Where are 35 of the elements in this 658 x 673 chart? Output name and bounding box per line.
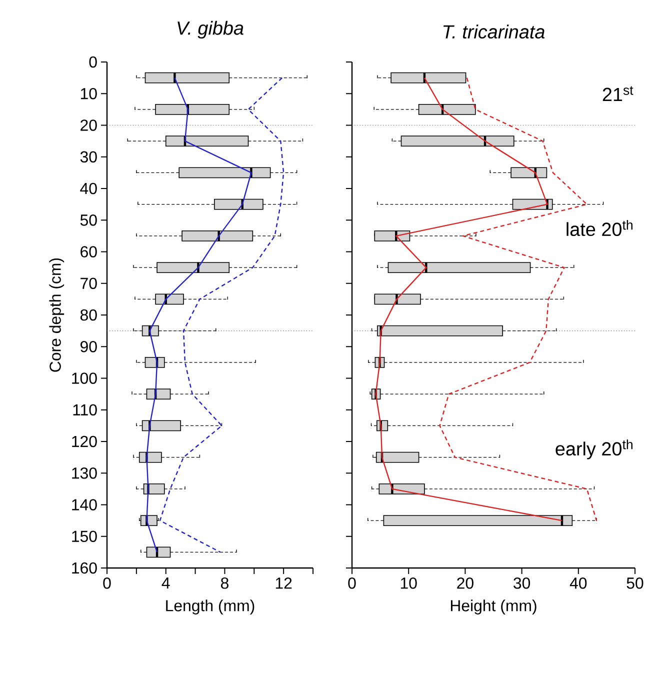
y-tick-label: 110 bbox=[73, 404, 97, 416]
x-tick-label: 50 bbox=[626, 578, 644, 589]
x-tick-label: 20 bbox=[457, 578, 474, 589]
y-tick-label: 120 bbox=[72, 436, 97, 448]
x-tick-label: 30 bbox=[514, 578, 530, 589]
x-tick-label: 0 bbox=[103, 578, 111, 589]
x-tick-label: 10 bbox=[400, 578, 417, 589]
y-tick-label: 150 bbox=[72, 530, 97, 542]
y-tick-label: 160 bbox=[72, 562, 97, 574]
y-tick-label: 50 bbox=[80, 214, 97, 226]
y-tick-label: 40 bbox=[80, 182, 97, 194]
y-axis-title: Core depth (cm) bbox=[49, 258, 64, 372]
y-tick-label: 140 bbox=[72, 499, 97, 510]
chart-title: V. gibba bbox=[178, 20, 244, 39]
x-axis-title: Height (mm) bbox=[450, 600, 536, 614]
y-tick-label: 130 bbox=[72, 467, 97, 479]
annotation: early 20$^{th}$ bbox=[556, 440, 632, 460]
x-tick-label: 40 bbox=[570, 578, 587, 589]
y-tick-label: 10 bbox=[80, 88, 97, 100]
y-tick-label: 100 bbox=[72, 372, 97, 384]
y-tick-label: 70 bbox=[80, 278, 97, 290]
annotation: late 20$^{th}$ bbox=[566, 220, 632, 236]
chart-title: T. tricarinata bbox=[443, 24, 545, 39]
annotation: 21$^{st}$ bbox=[602, 86, 634, 102]
x-tick-label: 0 bbox=[348, 578, 356, 589]
x-tick-label: 12 bbox=[276, 578, 292, 589]
y-tick-label: 80 bbox=[80, 309, 97, 321]
y-tick-label: 90 bbox=[80, 340, 97, 352]
x-tick-label: 4 bbox=[162, 577, 170, 588]
y-tick-label: 30 bbox=[80, 151, 97, 163]
y-tick-label: 60 bbox=[80, 246, 97, 258]
x-axis-title: Length (mm) bbox=[166, 600, 254, 614]
x-tick-label: 8 bbox=[220, 578, 228, 589]
y-tick-label: 20 bbox=[80, 120, 97, 131]
y-tick-label: 0 bbox=[89, 56, 97, 68]
